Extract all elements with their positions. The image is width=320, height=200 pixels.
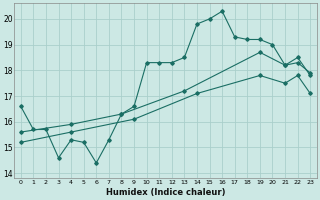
X-axis label: Humidex (Indice chaleur): Humidex (Indice chaleur) xyxy=(106,188,225,197)
